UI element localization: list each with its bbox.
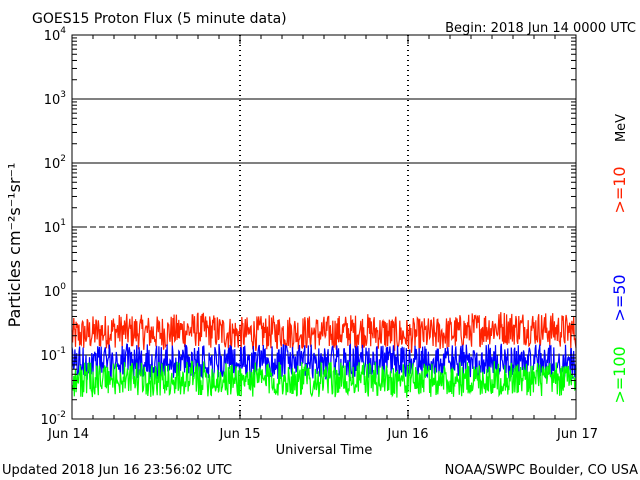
legend-entry: >=10: [610, 166, 629, 213]
begin-time: Begin: 2018 Jun 14 0000 UTC: [445, 21, 636, 36]
legend-entry: >=100: [610, 346, 629, 403]
y-axis-label: Particles cm⁻²s⁻¹sr⁻¹: [5, 163, 24, 328]
credit: NOAA/SWPC Boulder, CO USA: [445, 463, 638, 478]
updated-time: Updated 2018 Jun 16 23:56:02 UTC: [2, 463, 232, 478]
y-tick-label: 103: [44, 90, 66, 108]
x-axis-label: Universal Time: [276, 443, 373, 458]
series-layer: [71, 312, 577, 398]
y-tick-label: 100: [44, 282, 67, 300]
y-axis-ticks: 10-2 10-1 100 101 102 103 104: [40, 26, 576, 428]
x-axis-ticks: Jun 14 Jun 15 Jun 16 Jun 17: [47, 35, 598, 442]
legend: >=10 >=50 >=100 MeV: [610, 114, 629, 404]
legend-entry: >=50: [610, 274, 629, 321]
y-tick-label: 102: [44, 154, 66, 172]
chart-title: GOES15 Proton Flux (5 minute data): [32, 11, 287, 27]
y-tick-label: 104: [44, 26, 67, 44]
x-tick-label: Jun 17: [556, 427, 598, 442]
units-label: MeV: [614, 114, 629, 142]
y-tick-label: 10-1: [40, 346, 66, 364]
x-tick-label: Jun 14: [47, 427, 89, 442]
y-tick-label: 10-2: [40, 410, 66, 428]
series-line-3: [71, 360, 577, 398]
x-tick-label: Jun 15: [219, 427, 261, 442]
series-line-2: [71, 343, 577, 381]
y-tick-label: 101: [44, 218, 66, 236]
x-tick-label: Jun 16: [387, 427, 429, 442]
